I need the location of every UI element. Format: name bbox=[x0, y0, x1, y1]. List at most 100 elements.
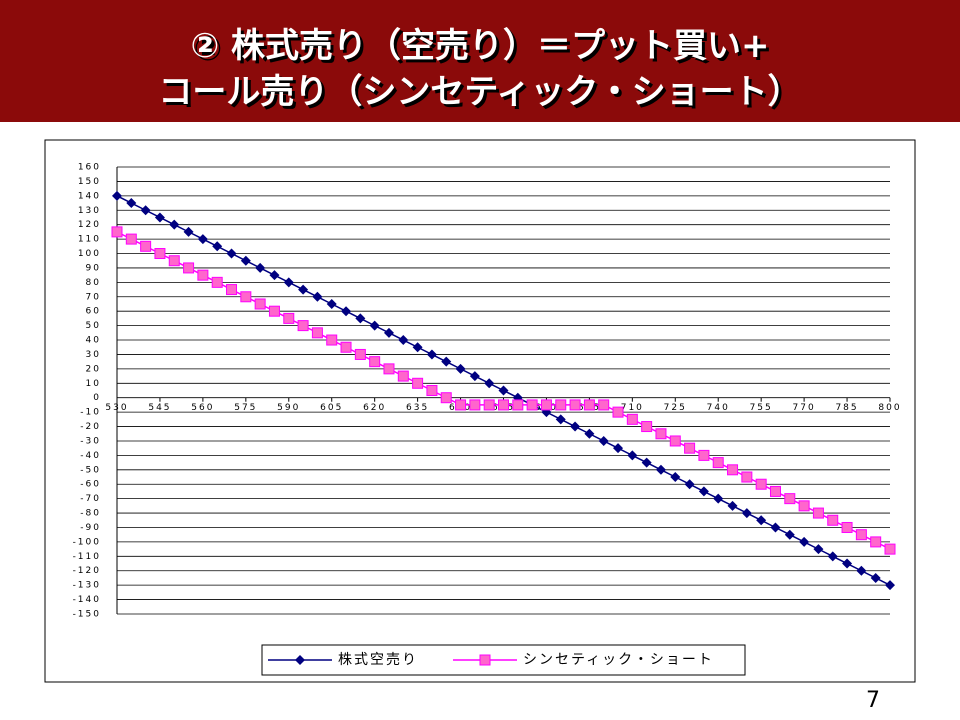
marker bbox=[526, 399, 538, 411]
marker bbox=[269, 270, 280, 281]
x-tick-label: 785 bbox=[835, 403, 858, 413]
y-tick-label: 20 bbox=[86, 364, 101, 374]
marker bbox=[870, 536, 882, 548]
marker bbox=[712, 457, 724, 469]
marker bbox=[154, 212, 165, 223]
y-tick-label: 160 bbox=[78, 163, 101, 173]
marker bbox=[183, 262, 195, 274]
x-tick-label: 800 bbox=[878, 403, 901, 413]
marker bbox=[441, 356, 452, 367]
marker bbox=[498, 385, 509, 396]
marker bbox=[455, 399, 467, 411]
marker bbox=[340, 341, 352, 353]
x-tick-label: 530 bbox=[105, 403, 128, 413]
marker bbox=[598, 435, 609, 446]
y-tick-label: -50 bbox=[80, 465, 101, 475]
marker bbox=[741, 508, 752, 519]
marker bbox=[226, 284, 238, 296]
marker bbox=[698, 449, 710, 461]
x-tick-label: 545 bbox=[148, 403, 171, 413]
marker bbox=[197, 269, 209, 281]
marker bbox=[297, 320, 309, 332]
marker bbox=[813, 544, 824, 555]
chart-frame bbox=[44, 139, 916, 683]
marker bbox=[311, 327, 323, 339]
marker bbox=[240, 255, 251, 266]
marker bbox=[512, 399, 524, 411]
marker bbox=[812, 507, 824, 519]
y-tick-label: -20 bbox=[80, 422, 101, 432]
x-tick-label: 635 bbox=[406, 403, 429, 413]
marker bbox=[283, 312, 295, 324]
marker bbox=[756, 515, 767, 526]
x-tick-label: 770 bbox=[793, 403, 816, 413]
title: ② 株式売り（空売り）＝プット買い+ bbox=[190, 26, 770, 66]
marker bbox=[168, 255, 180, 267]
y-tick-label: 90 bbox=[86, 263, 101, 273]
marker bbox=[684, 442, 696, 454]
marker bbox=[884, 543, 896, 555]
y-tick-label: 30 bbox=[86, 350, 101, 360]
marker bbox=[626, 413, 638, 425]
marker bbox=[326, 334, 338, 346]
marker bbox=[827, 551, 838, 562]
y-tick-label: -90 bbox=[80, 523, 101, 533]
marker bbox=[641, 421, 653, 433]
marker bbox=[484, 378, 495, 389]
marker bbox=[483, 399, 495, 411]
y-tick-label: -100 bbox=[73, 537, 101, 547]
y-tick-label: 120 bbox=[78, 220, 101, 230]
x-tick-label: 710 bbox=[621, 403, 644, 413]
marker bbox=[469, 399, 481, 411]
marker bbox=[140, 240, 152, 252]
marker bbox=[798, 500, 810, 512]
marker bbox=[670, 472, 681, 483]
page-number: 7 bbox=[866, 688, 880, 713]
marker bbox=[255, 262, 266, 273]
marker bbox=[211, 276, 223, 288]
y-tick-label: -80 bbox=[80, 509, 101, 519]
marker bbox=[298, 284, 309, 295]
marker bbox=[369, 356, 381, 368]
marker bbox=[727, 464, 739, 476]
marker bbox=[226, 248, 237, 259]
marker bbox=[799, 536, 810, 547]
subtitle: コール売り（シンセティック・ショート） bbox=[158, 72, 802, 112]
marker bbox=[341, 306, 352, 317]
marker bbox=[112, 190, 122, 201]
marker bbox=[240, 291, 252, 303]
y-tick-label: 0 bbox=[93, 393, 101, 403]
marker bbox=[354, 348, 366, 360]
marker bbox=[540, 399, 552, 411]
marker bbox=[469, 371, 480, 382]
marker bbox=[355, 313, 366, 324]
y-tick-label: 50 bbox=[86, 321, 101, 331]
y-tick-label: -30 bbox=[80, 436, 101, 446]
x-tick-label: 560 bbox=[191, 403, 214, 413]
y-tick-label: 80 bbox=[86, 278, 101, 288]
x-tick-label: 575 bbox=[234, 403, 257, 413]
marker bbox=[212, 241, 223, 252]
marker bbox=[283, 277, 294, 288]
y-tick-label: -110 bbox=[73, 552, 101, 562]
marker bbox=[655, 464, 666, 475]
marker bbox=[613, 443, 624, 454]
marker bbox=[555, 399, 567, 411]
marker bbox=[140, 205, 151, 216]
marker bbox=[126, 198, 137, 209]
marker bbox=[412, 377, 424, 389]
marker bbox=[584, 428, 595, 439]
marker bbox=[583, 399, 595, 411]
marker bbox=[383, 327, 394, 338]
marker bbox=[784, 493, 796, 505]
legend-marker bbox=[479, 654, 491, 666]
marker bbox=[784, 529, 795, 540]
x-tick-label: 725 bbox=[664, 403, 687, 413]
y-tick-label: 60 bbox=[86, 307, 101, 317]
legend-marker bbox=[295, 655, 305, 665]
y-tick-label: 140 bbox=[78, 191, 101, 201]
marker bbox=[555, 414, 566, 425]
marker bbox=[727, 500, 738, 511]
marker bbox=[856, 565, 867, 576]
